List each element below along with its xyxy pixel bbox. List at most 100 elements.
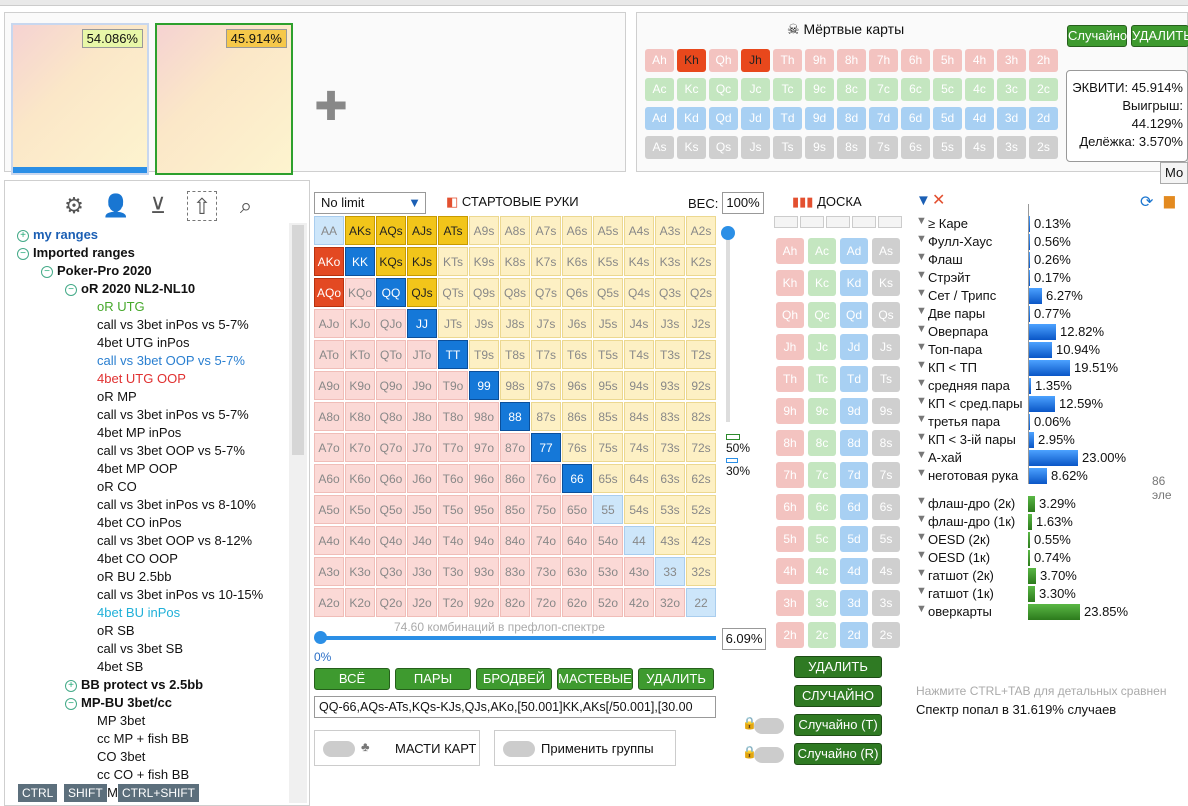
hand-K3s[interactable]: K3s: [655, 247, 685, 276]
board-button-3[interactable]: Случайно (R): [794, 743, 882, 765]
hand-T8o[interactable]: T8o: [438, 402, 468, 431]
hand-97o[interactable]: 97o: [469, 433, 499, 462]
board-slot[interactable]: [774, 216, 798, 228]
dead-card-4c[interactable]: 4c: [965, 78, 994, 101]
hand-K4s[interactable]: K4s: [624, 247, 654, 276]
upload-icon[interactable]: ⇧: [187, 191, 217, 221]
hand-A5o[interactable]: A5o: [314, 495, 344, 524]
dead-card-5h[interactable]: 5h: [933, 49, 962, 72]
dead-card-Qc[interactable]: Qc: [709, 78, 738, 101]
dead-card-7s[interactable]: 7s: [869, 136, 898, 159]
hand-J7s[interactable]: J7s: [531, 309, 561, 338]
dead-card-9d[interactable]: 9d: [805, 107, 834, 130]
filter-row-icon[interactable]: ▼: [916, 305, 927, 317]
filter-row-icon[interactable]: ▼: [916, 341, 927, 353]
dead-card-7h[interactable]: 7h: [869, 49, 898, 72]
board-card-4s[interactable]: 4s: [872, 558, 900, 584]
filter-row-icon[interactable]: ▼: [916, 287, 927, 299]
hand-84o[interactable]: 84o: [500, 526, 530, 555]
hand-K7s[interactable]: K7s: [531, 247, 561, 276]
tree-expander-icon[interactable]: −: [65, 284, 77, 296]
hand-KK[interactable]: KK: [345, 247, 375, 276]
board-card-2d[interactable]: 2d: [840, 622, 868, 648]
dead-card-4d[interactable]: 4d: [965, 107, 994, 130]
hand-98s[interactable]: 98s: [500, 371, 530, 400]
tree-item[interactable]: cc MP + fish BB: [97, 731, 189, 746]
add-range-icon[interactable]: ✚: [314, 85, 348, 129]
hand-A7o[interactable]: A7o: [314, 433, 344, 462]
dead-card-Qd[interactable]: Qd: [709, 107, 738, 130]
dead-card-3s[interactable]: 3s: [997, 136, 1026, 159]
dead-delete-button[interactable]: УДАЛИТЬ: [1131, 25, 1188, 47]
board-card-Js[interactable]: Js: [872, 334, 900, 360]
hand-83o[interactable]: 83o: [500, 557, 530, 586]
hand-T3o[interactable]: T3o: [438, 557, 468, 586]
key-ctrl+shift[interactable]: CTRL+SHIFT: [118, 784, 200, 802]
dead-card-8s[interactable]: 8s: [837, 136, 866, 159]
hand-99[interactable]: 99: [469, 371, 499, 400]
tree-item[interactable]: oR SB: [97, 623, 135, 638]
grid-button-2[interactable]: БРОДВЕЙ: [476, 668, 552, 690]
hand-AKs[interactable]: AKs: [345, 216, 375, 245]
dead-card-Tc[interactable]: Tc: [773, 78, 802, 101]
hand-Q6s[interactable]: Q6s: [562, 278, 592, 307]
hand-J4o[interactable]: J4o: [407, 526, 437, 555]
dead-card-As[interactable]: As: [645, 136, 674, 159]
game-mode-select[interactable]: No limit ▼: [314, 192, 426, 214]
tree-item[interactable]: Imported ranges: [33, 245, 135, 260]
hand-96s[interactable]: 96s: [562, 371, 592, 400]
filter-row-icon[interactable]: ▼: [916, 359, 927, 371]
hand-93o[interactable]: 93o: [469, 557, 499, 586]
hand-A8s[interactable]: A8s: [500, 216, 530, 245]
hand-33[interactable]: 33: [655, 557, 685, 586]
tree-item[interactable]: call vs 3bet OOP vs 5-7%: [97, 353, 245, 368]
board-card-6s[interactable]: 6s: [872, 494, 900, 520]
hand-K7o[interactable]: K7o: [345, 433, 375, 462]
hand-92s[interactable]: 92s: [686, 371, 716, 400]
hand-77[interactable]: 77: [531, 433, 561, 462]
tree-item[interactable]: call vs 3bet inPos vs 10-15%: [97, 587, 264, 602]
hand-64o[interactable]: 64o: [562, 526, 592, 555]
weight-vslider[interactable]: [721, 226, 735, 422]
board-card-8c[interactable]: 8c: [808, 430, 836, 456]
hand-J4s[interactable]: J4s: [624, 309, 654, 338]
tree-scrollbar[interactable]: [289, 223, 307, 803]
dead-card-Ks[interactable]: Ks: [677, 136, 706, 159]
hand-Q2o[interactable]: Q2o: [376, 588, 406, 617]
hand-Q5s[interactable]: Q5s: [593, 278, 623, 307]
tree-item[interactable]: 4bet MP OOP: [97, 461, 178, 476]
filter-row-icon[interactable]: ▼: [916, 413, 927, 425]
dead-card-6h[interactable]: 6h: [901, 49, 930, 72]
board-card-Tc[interactable]: Tc: [808, 366, 836, 392]
hand-J2o[interactable]: J2o: [407, 588, 437, 617]
hand-T3s[interactable]: T3s: [655, 340, 685, 369]
dead-card-Td[interactable]: Td: [773, 107, 802, 130]
tree-item[interactable]: oR UTG: [97, 299, 145, 314]
board-button-1[interactable]: СЛУЧАЙНО: [794, 685, 882, 707]
hand-K5s[interactable]: K5s: [593, 247, 623, 276]
dead-card-9c[interactable]: 9c: [805, 78, 834, 101]
dead-random-button[interactable]: Случайно: [1067, 25, 1127, 47]
dead-card-Jc[interactable]: Jc: [741, 78, 770, 101]
dead-card-7c[interactable]: 7c: [869, 78, 898, 101]
dead-card-8d[interactable]: 8d: [837, 107, 866, 130]
hand-53s[interactable]: 53s: [655, 495, 685, 524]
hand-22[interactable]: 22: [686, 588, 716, 617]
hand-85o[interactable]: 85o: [500, 495, 530, 524]
hand-72o[interactable]: 72o: [531, 588, 561, 617]
hand-J7o[interactable]: J7o: [407, 433, 437, 462]
hand-A3s[interactable]: A3s: [655, 216, 685, 245]
hand-J5o[interactable]: J5o: [407, 495, 437, 524]
hand-K8o[interactable]: K8o: [345, 402, 375, 431]
tree-item[interactable]: 4bet CO OOP: [97, 551, 178, 566]
board-card-Ah[interactable]: Ah: [776, 238, 804, 264]
board-card-Jh[interactable]: Jh: [776, 334, 804, 360]
tree-item[interactable]: call vs 3bet OOP vs 5-7%: [97, 443, 245, 458]
hand-K5o[interactable]: K5o: [345, 495, 375, 524]
dead-card-9s[interactable]: 9s: [805, 136, 834, 159]
hand-62s[interactable]: 62s: [686, 464, 716, 493]
range-percent-input[interactable]: 6.09%: [722, 628, 766, 650]
hand-32s[interactable]: 32s: [686, 557, 716, 586]
hand-85s[interactable]: 85s: [593, 402, 623, 431]
range-text-input[interactable]: QQ-66,AQs-ATs,KQs-KJs,QJs,AKo,[50.001]KK…: [314, 696, 716, 718]
